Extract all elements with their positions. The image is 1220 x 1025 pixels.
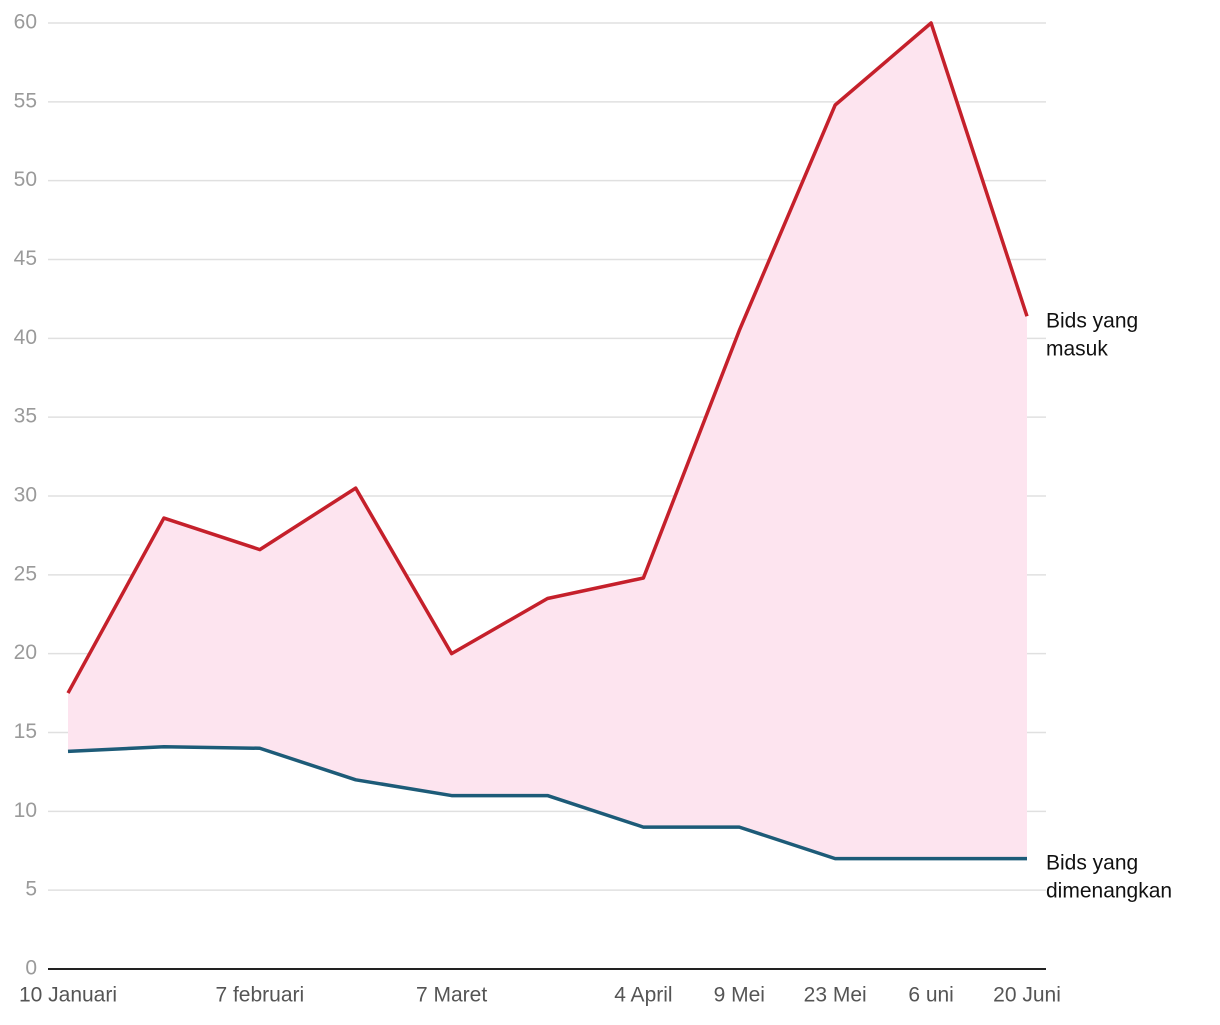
series-label: Bids yang dimenangkan: [1046, 851, 1172, 902]
x-tick-label: 6 uni: [908, 984, 954, 1007]
y-tick-label: 25: [14, 562, 37, 585]
series-label-line: masuk: [1046, 337, 1108, 360]
series-label-line: dimenangkan: [1046, 879, 1172, 902]
y-tick-label: 50: [14, 168, 37, 191]
series-label-line: Bids yang: [1046, 309, 1144, 332]
x-tick-label: 7 februari: [215, 984, 304, 1007]
x-tick-label: 10 Januari: [19, 984, 117, 1007]
y-tick-label: 45: [14, 247, 37, 270]
band-fill: [68, 23, 1027, 859]
x-tick-label: 9 Mei: [714, 984, 765, 1007]
y-tick-label: 10: [14, 799, 37, 822]
y-tick-label: 55: [14, 89, 37, 112]
x-tick-label: 4 April: [614, 984, 672, 1007]
y-tick-label: 30: [14, 484, 37, 507]
series-label-line: Bids yang: [1046, 851, 1144, 874]
series-line: [67, 744, 1027, 861]
y-tick-label: 60: [14, 11, 37, 34]
y-tick-label: 0: [25, 957, 37, 980]
x-tick-label: 7 Maret: [416, 984, 487, 1007]
series-line: [66, 21, 1029, 694]
y-tick-label: 5: [25, 878, 37, 901]
series-label: Bids yang masuk: [1046, 309, 1144, 360]
y-tick-label: 40: [14, 326, 37, 349]
y-tick-label: 15: [14, 720, 37, 743]
x-tick-label: 20 Juni: [993, 984, 1061, 1007]
x-tick-label: 23 Mei: [804, 984, 867, 1007]
y-tick-label: 20: [14, 641, 37, 664]
y-tick-label: 35: [14, 405, 37, 428]
